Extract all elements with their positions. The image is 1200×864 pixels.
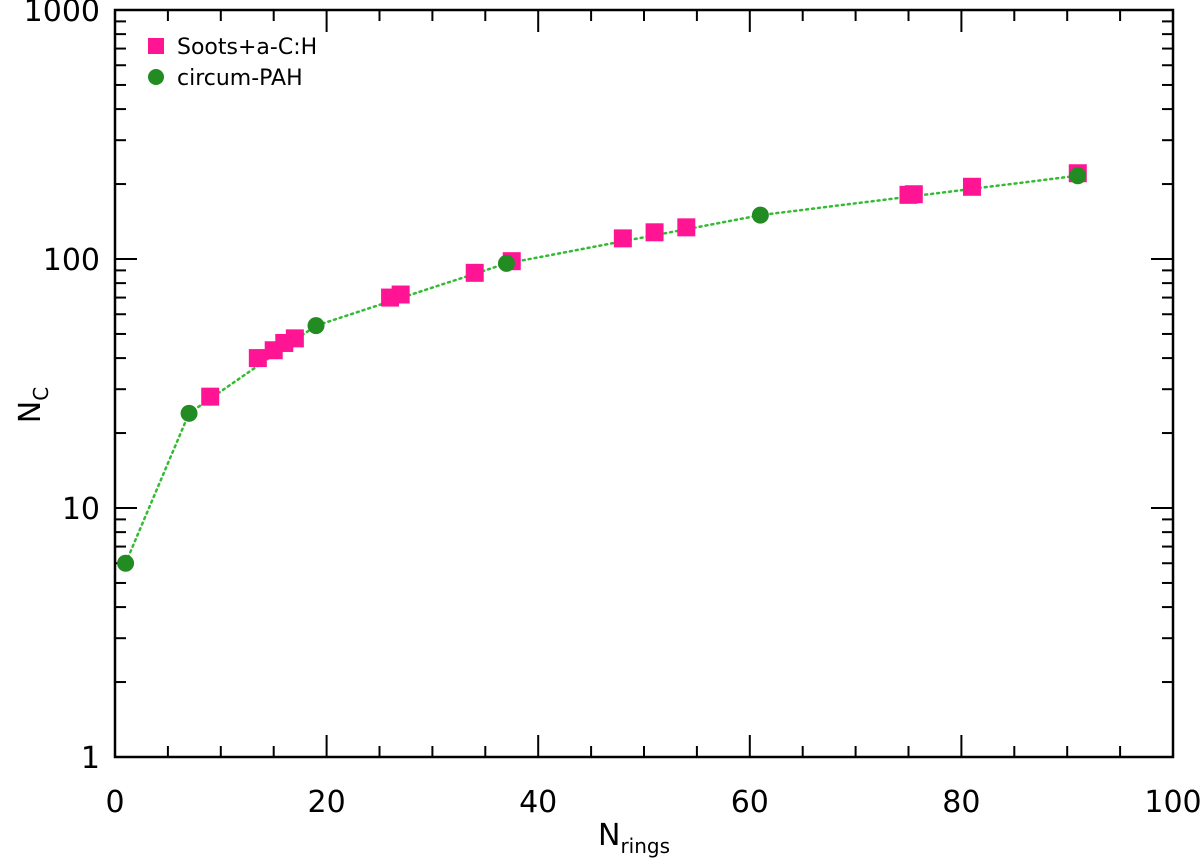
y-axis-label-sub: C — [29, 387, 53, 401]
x-tick-label: 80 — [942, 785, 980, 820]
x-axis-label-main: N — [598, 818, 620, 853]
legend-label-soots: Soots+a-C:H — [177, 35, 317, 60]
point-soots — [613, 229, 632, 248]
point-circum-pah — [497, 254, 515, 272]
y-axis-label: NC — [13, 387, 53, 423]
x-tick-label: 40 — [519, 785, 557, 820]
point-circum-pah — [751, 206, 769, 224]
point-soots — [677, 218, 696, 237]
x-axis-label: Nrings — [598, 818, 670, 858]
point-soots — [391, 285, 410, 304]
point-soots — [201, 387, 220, 406]
point-circum-pah — [180, 404, 198, 422]
y-tick-label: 1 — [81, 741, 100, 776]
y-axis-label-main: N — [13, 401, 48, 423]
point-circum-pah — [117, 554, 135, 572]
axis-tick-labels: 0 20 40 60 80 100 1 10 100 1000 — [24, 0, 1200, 820]
fit-line — [124, 174, 1080, 565]
legend: Soots+a-C:H circum-PAH — [148, 35, 317, 91]
point-soots — [962, 177, 981, 196]
legend-marker-circum-pah — [148, 69, 164, 85]
y-tick-label: 10 — [62, 492, 100, 527]
point-circum-pah — [307, 317, 325, 335]
x-tick-label: 60 — [731, 785, 769, 820]
x-tick-label: 100 — [1144, 785, 1200, 820]
data-points — [117, 164, 1087, 572]
point-soots — [645, 223, 664, 242]
point-soots — [248, 349, 267, 368]
plot-frame — [113, 8, 1175, 759]
x-tick-label: 20 — [308, 785, 346, 820]
point-circum-pah — [1069, 167, 1087, 185]
x-tick-label: 0 — [105, 785, 124, 820]
point-soots — [904, 185, 923, 204]
point-soots — [465, 263, 484, 282]
fit-line-path — [124, 174, 1080, 565]
axis-ticks — [114, 9, 1174, 758]
x-axis-label-sub: rings — [620, 834, 670, 858]
legend-marker-soots — [148, 38, 164, 54]
y-tick-label: 100 — [43, 243, 100, 278]
y-tick-label: 1000 — [24, 0, 100, 29]
legend-label-circum-pah: circum-PAH — [177, 66, 303, 91]
point-soots — [285, 329, 304, 348]
